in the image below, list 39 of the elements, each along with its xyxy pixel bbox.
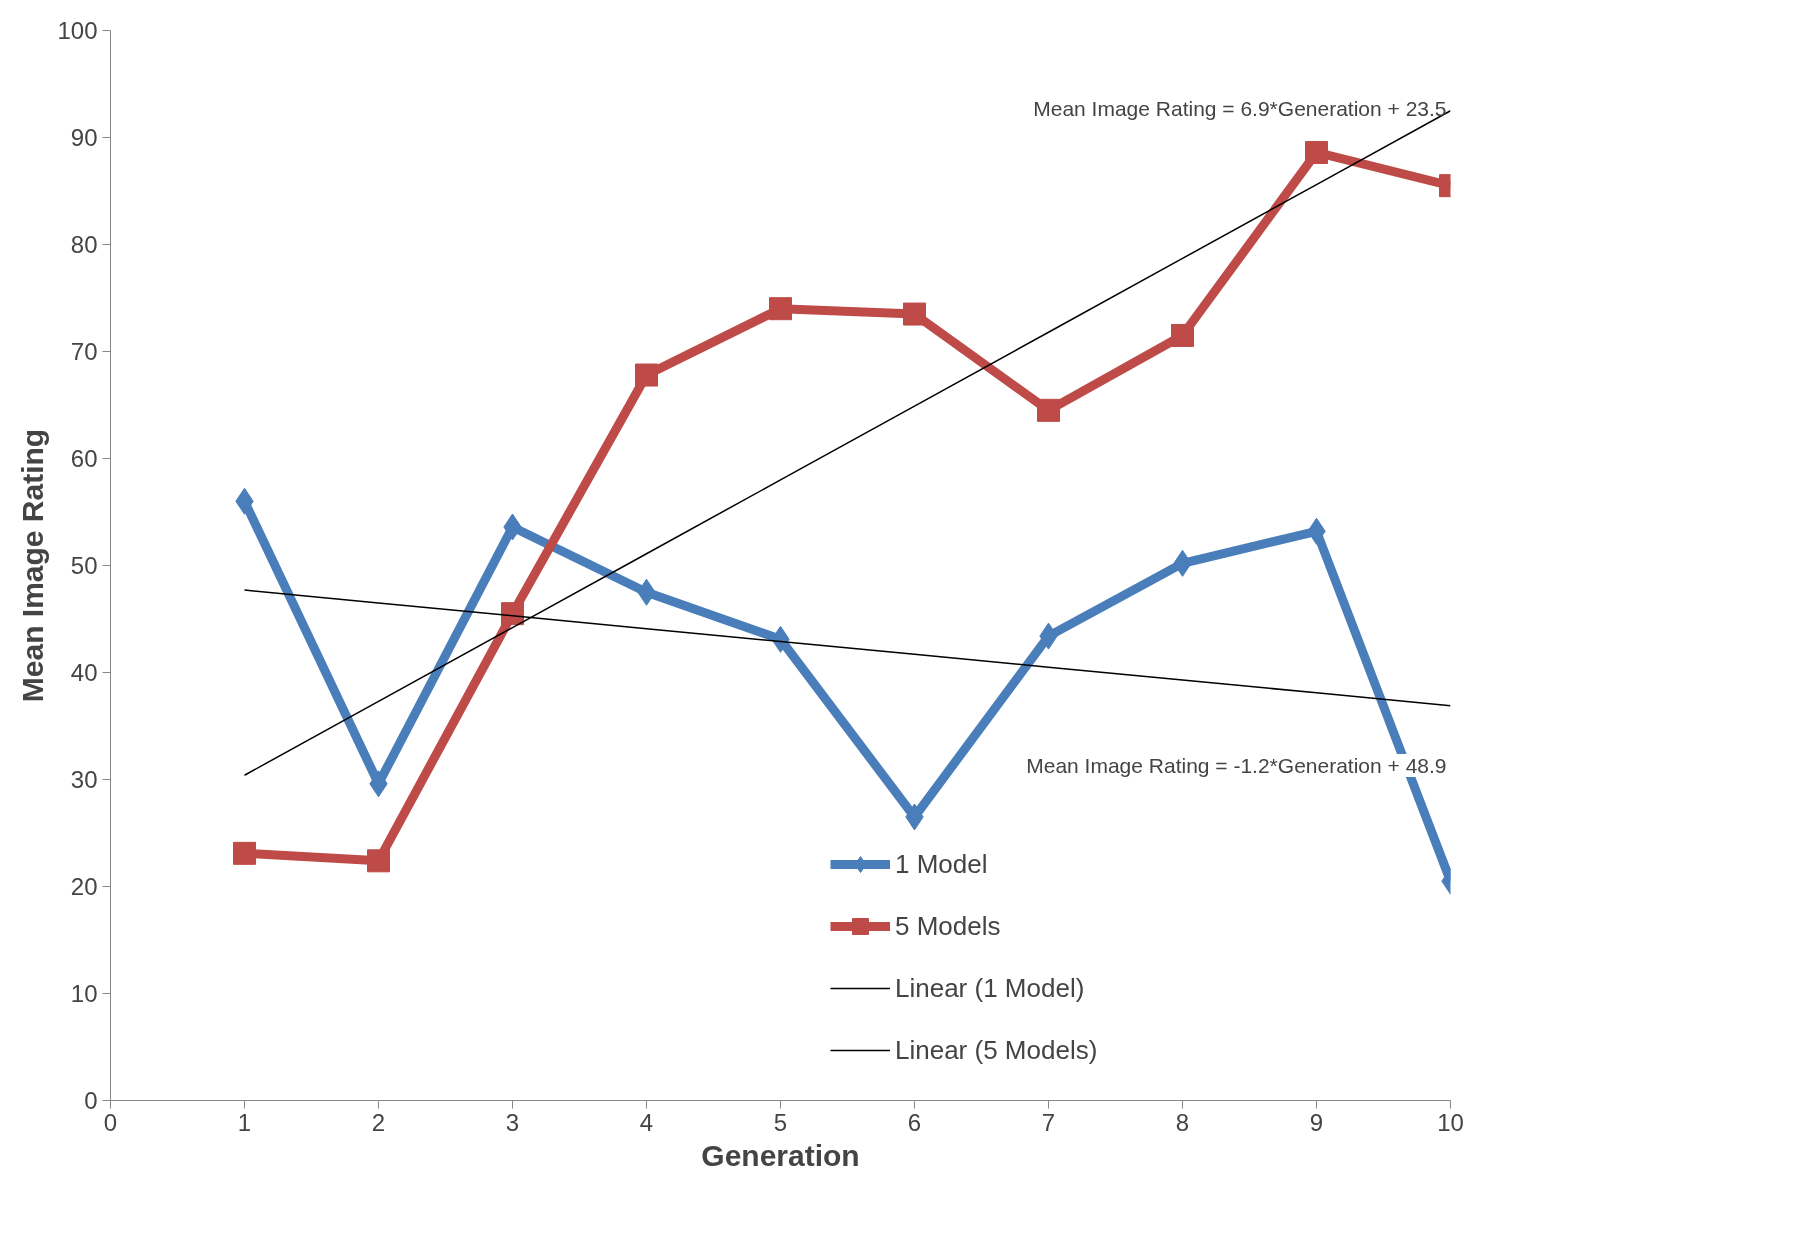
y-tick-label: 50 bbox=[70, 552, 98, 579]
annotation: Mean Image Rating = 6.9*Generation + 23.5 bbox=[1033, 97, 1447, 121]
x-tick-label: 2 bbox=[371, 1108, 386, 1136]
y-tick-label: 10 bbox=[70, 980, 98, 1007]
y-tick-label: 60 bbox=[70, 445, 98, 472]
y-tick-label: 80 bbox=[70, 231, 98, 258]
y-tick-label: 70 bbox=[70, 338, 98, 365]
x-tick-label: 3 bbox=[505, 1108, 520, 1136]
x-tick-label: 4 bbox=[639, 1108, 654, 1136]
point bbox=[233, 841, 256, 865]
x-tick-label: 6 bbox=[907, 1108, 922, 1136]
legend-label: 5 Models bbox=[895, 910, 1001, 942]
x-tick-label: 1 bbox=[237, 1108, 252, 1136]
point bbox=[1305, 140, 1328, 164]
point bbox=[1171, 323, 1194, 347]
y-tick-label: 0 bbox=[84, 1087, 98, 1114]
point bbox=[769, 297, 792, 321]
x-tick-label: 9 bbox=[1309, 1108, 1324, 1136]
x-axis-title: Generation bbox=[701, 1138, 860, 1172]
x-tick-label: 10 bbox=[1437, 1108, 1464, 1136]
y-tick-label: 90 bbox=[70, 124, 98, 151]
y-axis-title: Mean Image Rating bbox=[16, 428, 50, 703]
x-tick-label: 8 bbox=[1175, 1108, 1190, 1136]
y-tick-label: 100 bbox=[57, 17, 98, 44]
annotation: Mean Image Rating = -1.2*Generation + 48.9 bbox=[1026, 754, 1447, 778]
y-tick-label: 40 bbox=[70, 659, 98, 686]
x-tick-label: 5 bbox=[773, 1108, 788, 1136]
y-tick-label: 30 bbox=[70, 766, 98, 793]
legend-label: Linear (5 Models) bbox=[895, 1034, 1098, 1066]
legend-label: 1 Model bbox=[895, 848, 988, 880]
legend-label: Linear (1 Model) bbox=[895, 972, 1085, 1004]
point bbox=[367, 849, 390, 873]
point bbox=[1037, 398, 1060, 422]
y-tick-label: 20 bbox=[70, 873, 98, 900]
x-tick-label: 7 bbox=[1041, 1108, 1056, 1136]
point bbox=[635, 363, 658, 387]
point bbox=[501, 602, 524, 626]
x-tick-label: 0 bbox=[103, 1108, 118, 1136]
point bbox=[903, 302, 926, 326]
